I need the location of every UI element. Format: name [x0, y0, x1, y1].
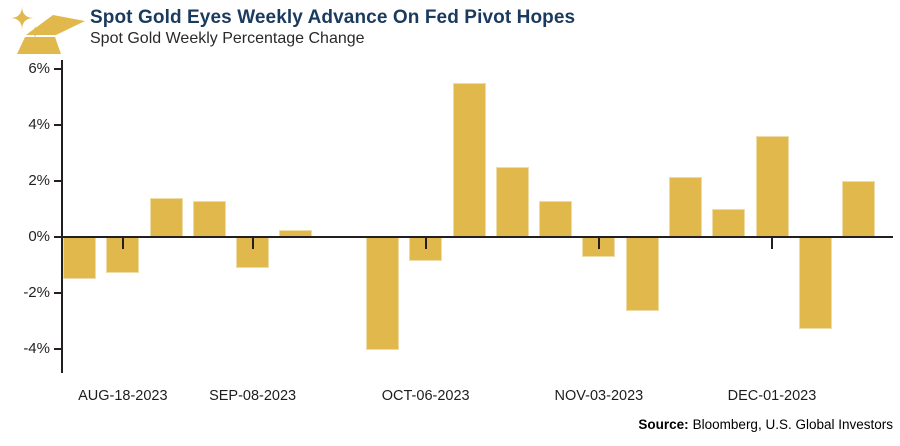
gold-ingot-icon — [10, 6, 85, 54]
weekly-change-bar — [712, 209, 746, 237]
zero-baseline — [61, 236, 893, 238]
x-axis-tick — [597, 237, 600, 249]
x-axis-tick-label: NOV-03-2023 — [554, 388, 644, 404]
chart-subtitle: Spot Gold Weekly Percentage Change — [90, 30, 365, 47]
y-axis-line — [61, 60, 63, 373]
weekly-change-bar — [755, 136, 789, 237]
y-axis-tick — [54, 348, 61, 350]
chart-title: Spot Gold Eyes Weekly Advance On Fed Piv… — [90, 7, 576, 28]
weekly-change-bar — [842, 181, 875, 237]
weekly-change-bar — [668, 176, 702, 237]
weekly-change-bar — [495, 167, 529, 237]
source-attribution: Source: Bloomberg, U.S. Global Investors — [638, 417, 893, 432]
y-axis-tick-label: 0% — [28, 227, 50, 245]
y-axis-tick — [54, 236, 61, 238]
source-label: Source: — [638, 417, 689, 432]
y-axis-tick — [54, 124, 61, 126]
x-axis-tick — [251, 237, 254, 249]
x-axis-tick — [771, 237, 773, 249]
y-axis-tick-label: 2% — [28, 171, 50, 189]
weekly-change-bar — [452, 83, 486, 237]
source-text: Bloomberg, U.S. Global Investors — [692, 417, 893, 432]
x-axis-tick-label: OCT-06-2023 — [381, 388, 470, 404]
y-axis-tick — [54, 292, 61, 294]
y-axis-tick-label: -4% — [23, 339, 50, 357]
x-axis-tick-label: AUG-18-2023 — [78, 388, 168, 404]
weekly-change-bar — [625, 237, 659, 312]
x-axis-tick-label: DEC-01-2023 — [727, 388, 817, 404]
y-axis-tick-label: 4% — [28, 115, 50, 133]
y-axis-tick — [54, 68, 61, 70]
y-axis-tick-label: -2% — [23, 283, 50, 301]
weekly-change-bar — [366, 237, 399, 351]
weekly-change-bar — [798, 237, 832, 330]
weekly-change-bar — [539, 200, 573, 237]
y-axis-tick-label: 6% — [28, 59, 50, 77]
weekly-change-bar — [149, 197, 183, 237]
weekly-change-bar — [63, 237, 96, 279]
weekly-change-bar — [192, 200, 226, 237]
x-axis-tick-label: SEP-08-2023 — [209, 388, 297, 404]
x-axis-tick — [424, 237, 427, 249]
y-axis-tick — [54, 180, 61, 182]
x-axis-tick — [121, 237, 124, 249]
